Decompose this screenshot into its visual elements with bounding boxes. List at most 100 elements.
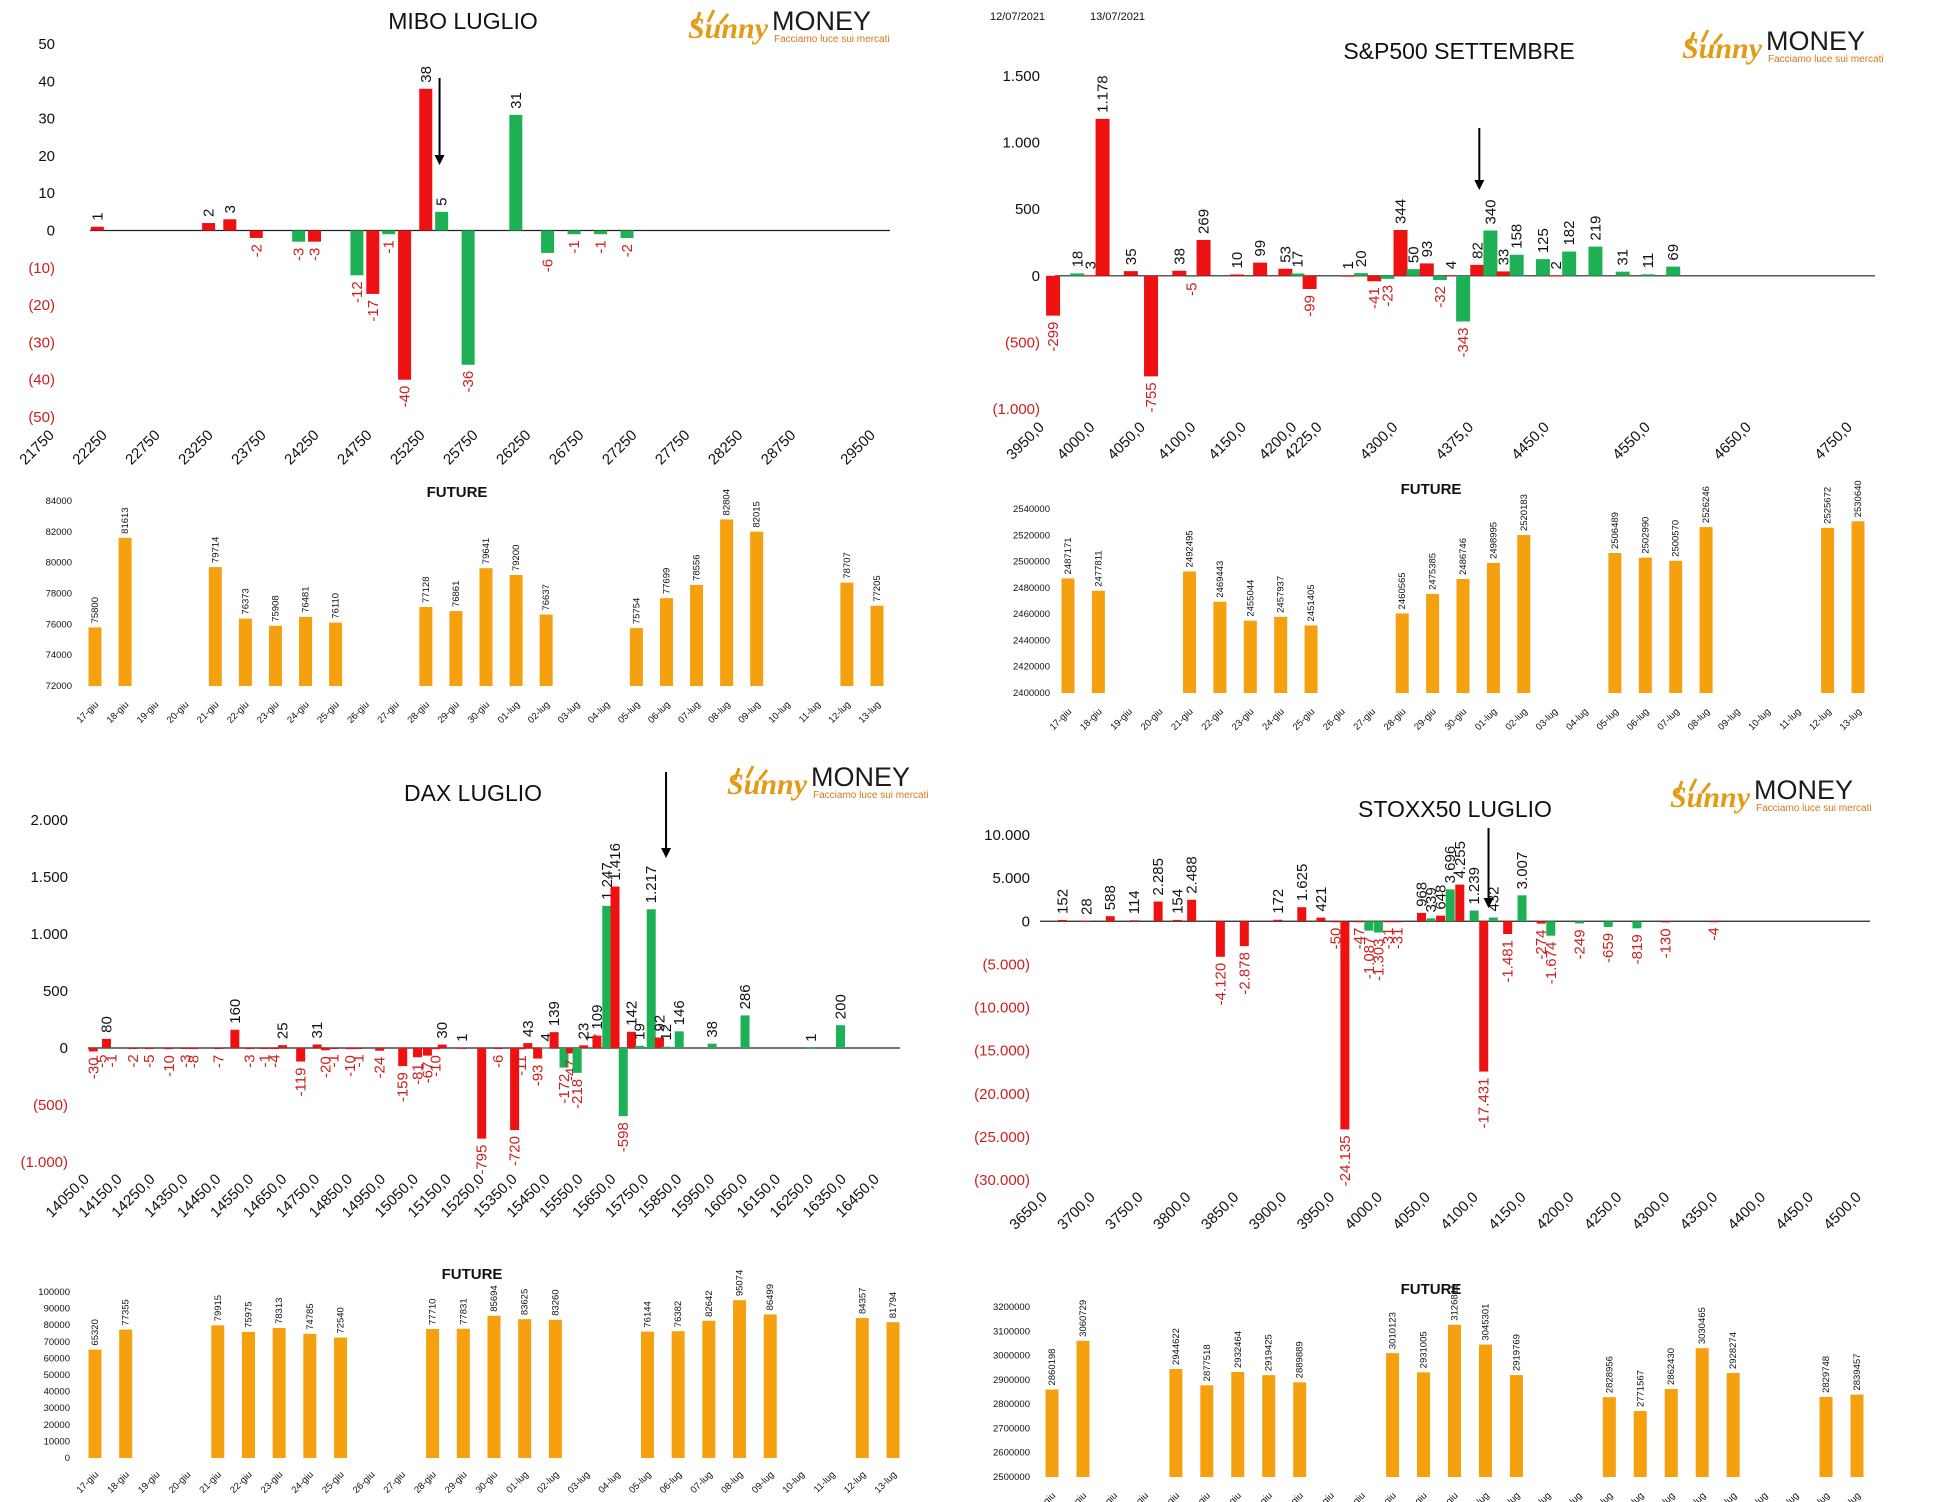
data-label: -47 <box>1351 928 1368 950</box>
bar <box>1633 1411 1647 1477</box>
data-label: 31 <box>508 92 525 109</box>
y-tick-label: 2600000 <box>993 1448 1030 1459</box>
data-label: 72540 <box>336 1307 347 1333</box>
x-tick-label: 04-lug <box>1558 1490 1584 1502</box>
data-label: -249 <box>1571 929 1588 959</box>
y-tick-label: (15.000) <box>974 1043 1030 1060</box>
data-label: 30 <box>434 1022 451 1039</box>
data-label: 50 <box>1406 246 1423 263</box>
bar <box>510 1048 520 1131</box>
y-tick-label: 2900000 <box>993 1375 1030 1386</box>
chart-title: DAX LUGLIO <box>404 780 542 806</box>
data-label: -819 <box>1629 934 1646 964</box>
data-label: 648 <box>1433 885 1450 910</box>
y-tick-label: (1.000) <box>992 401 1040 418</box>
data-label: 2839457 <box>1852 1354 1863 1391</box>
x-tick-label: 4000,0 <box>1054 419 1098 463</box>
y-tick-label: (5.000) <box>982 956 1030 973</box>
bar <box>97 1048 107 1049</box>
bar <box>1483 230 1498 276</box>
data-label: 1 <box>582 1034 599 1042</box>
x-tick-label: 01-lug <box>1473 706 1499 732</box>
bar <box>1638 557 1652 693</box>
x-tick-label: 06-lug <box>646 699 672 725</box>
data-label: 95074 <box>735 1270 746 1296</box>
data-label: -67 <box>419 1062 436 1084</box>
data-label: 76382 <box>673 1301 684 1327</box>
bar <box>208 567 222 686</box>
data-label: 2487171 <box>1063 537 1074 574</box>
y-tick-label: 40000 <box>44 1387 70 1398</box>
bar <box>202 223 216 231</box>
bar <box>659 598 673 686</box>
bar <box>1273 919 1283 922</box>
data-label: 76861 <box>451 581 462 607</box>
data-label: 1.416 <box>607 843 624 881</box>
data-label: 77355 <box>121 1299 132 1325</box>
data-label: -40 <box>397 386 414 408</box>
x-tick-label: 22750 <box>122 427 164 469</box>
bar <box>1144 275 1159 377</box>
x-tick-label: 02-lug <box>535 1469 561 1495</box>
logo-script: Sunny <box>688 12 769 45</box>
x-tick-label: 25-giu <box>315 699 341 725</box>
x-tick-label: 25250 <box>387 427 429 469</box>
bar <box>1632 921 1642 929</box>
x-tick-label: 27-giu <box>382 1469 408 1495</box>
y-tick-label: 82000 <box>46 527 72 538</box>
bar <box>1536 921 1546 924</box>
x-tick-label: 20-giu <box>1139 706 1165 732</box>
y-tick-label: 20000 <box>44 1420 70 1431</box>
data-label: 2829748 <box>1821 1356 1832 1393</box>
data-label: -3 <box>242 1054 259 1067</box>
data-label: 77710 <box>428 1299 439 1325</box>
y-tick-label: 50 <box>38 36 55 53</box>
y-tick-label: 2400000 <box>1013 688 1050 699</box>
x-tick-label: 23750 <box>228 427 270 469</box>
bar <box>518 1319 532 1458</box>
bar <box>1517 535 1531 693</box>
bar <box>1448 1324 1461 1477</box>
x-tick-label: 17-giu <box>75 699 101 725</box>
bar <box>1588 246 1603 276</box>
x-tick-label: 05-lug <box>1589 1490 1615 1502</box>
x-tick-label: 05-lug <box>627 1469 653 1495</box>
bar <box>1057 919 1067 922</box>
x-tick-label: 29-giu <box>1403 1490 1429 1502</box>
data-label: 25 <box>275 1022 292 1039</box>
data-label: 19 <box>632 1023 649 1040</box>
bar <box>585 1047 595 1049</box>
x-tick-label: 07-lug <box>1651 1490 1677 1502</box>
bar <box>1340 921 1350 1130</box>
data-label: -119 <box>293 1068 310 1097</box>
bar <box>1239 921 1249 947</box>
bar <box>299 616 313 686</box>
x-tick-label: 3750,0 <box>1102 1189 1146 1233</box>
data-label: 12 <box>658 1024 675 1041</box>
data-label: 76637 <box>541 584 552 610</box>
data-label: 3060729 <box>1078 1300 1089 1337</box>
data-label: 2502990 <box>1640 517 1651 554</box>
bar <box>620 230 634 238</box>
x-tick-label: 26-giu <box>1321 706 1347 732</box>
data-label: 152 <box>1054 889 1071 914</box>
x-tick-label: 24750 <box>334 427 376 469</box>
y-tick-label: 2460000 <box>1013 609 1050 620</box>
x-tick-label: 27-giu <box>1341 1490 1367 1502</box>
data-label: -3 <box>307 248 324 261</box>
bar <box>1187 899 1197 922</box>
y-tick-label: (10) <box>28 260 55 277</box>
x-tick-label: 28-giu <box>1382 706 1408 732</box>
x-tick-label: 05-lug <box>1595 706 1621 732</box>
data-label: 182 <box>1561 221 1578 246</box>
data-label: 1.239 <box>1466 867 1483 905</box>
bar <box>1469 910 1479 922</box>
bar <box>477 1048 487 1139</box>
x-tick-label: 21-giu <box>195 699 221 725</box>
x-tick-label: 01-lug <box>504 1469 530 1495</box>
y-tick-label: 84000 <box>46 496 72 507</box>
data-label: 38 <box>704 1021 721 1038</box>
data-label: 2928274 <box>1728 1332 1739 1369</box>
bar <box>1169 1369 1183 1477</box>
